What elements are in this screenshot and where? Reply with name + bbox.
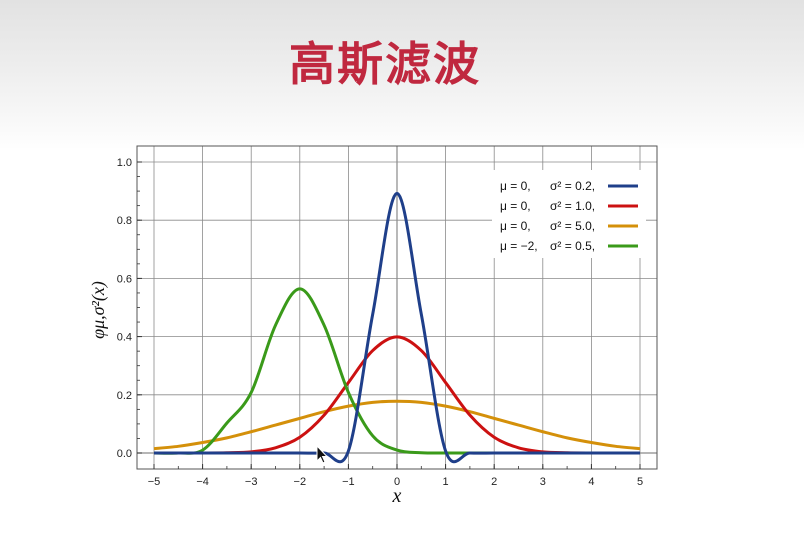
y-tick-label: 0.6	[117, 273, 132, 285]
legend-sigma-label: σ² = 5.0,	[550, 219, 595, 233]
x-tick-label: −3	[245, 476, 258, 488]
legend-mu-label: μ = 0,	[500, 199, 531, 213]
series-lines	[153, 191, 641, 464]
x-tick-label: −2	[294, 476, 307, 488]
y-tick-label: 1.0	[117, 157, 132, 169]
series-line-0	[154, 191, 640, 464]
x-tick-labels: −5 −4 −3 −2 −1 0 1 2 3 4 5	[148, 476, 643, 488]
y-tick-label: 0.8	[117, 215, 132, 227]
legend-sigma-label: σ² = 0.5,	[550, 239, 595, 253]
legend: μ = 0, σ² = 0.2, μ = 0, σ² = 1.0, μ = 0, σ² =…	[492, 170, 646, 258]
y-tick-label: 0.2	[117, 390, 132, 402]
slide-title: 高斯滤波	[289, 37, 481, 91]
x-tick-label: 4	[588, 476, 594, 488]
legend-sigma-label: σ² = 0.2,	[550, 179, 595, 193]
x-tick-label: 1	[443, 476, 449, 488]
arrow-cursor-icon	[316, 445, 329, 464]
x-tick-label: −5	[148, 476, 161, 488]
legend-mu-label: μ = −2,	[500, 239, 538, 253]
x-tick-label: 3	[540, 476, 546, 488]
legend-sigma-label: σ² = 1.0,	[550, 199, 595, 213]
x-tick-label: −4	[196, 476, 209, 488]
legend-mu-label: μ = 0,	[500, 219, 531, 233]
x-tick-label: 2	[491, 476, 497, 488]
series-line-2	[153, 399, 641, 451]
y-tick-label: 0.0	[117, 448, 132, 460]
legend-mu-label: μ = 0,	[500, 179, 531, 193]
x-tick-label: −1	[342, 476, 355, 488]
x-tick-label: 5	[637, 476, 643, 488]
y-tick-label: 0.4	[117, 332, 132, 344]
y-tick-labels: 0.0 0.2 0.4 0.6 0.8 1.0	[117, 157, 132, 460]
x-tick-label: 0	[394, 476, 400, 488]
y-axis-label: φμ,σ²(x)	[88, 281, 109, 339]
x-axis-label: x	[392, 485, 402, 507]
axis-ticks	[137, 161, 641, 469]
